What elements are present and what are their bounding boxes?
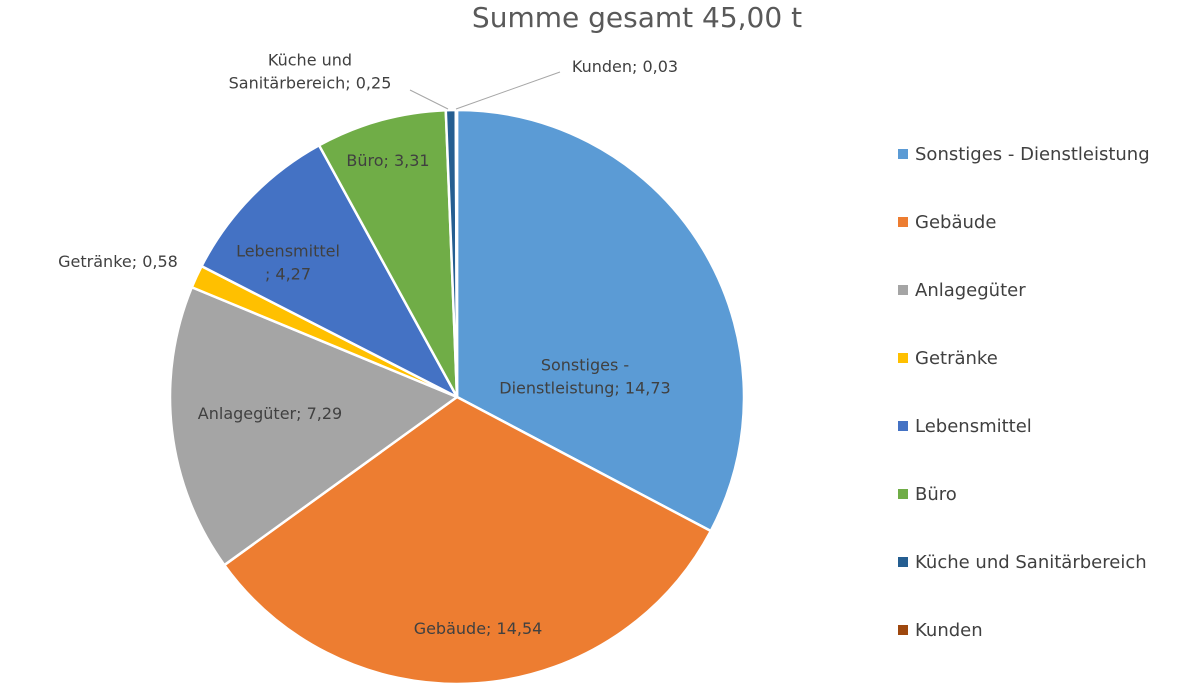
chart-legend: Sonstiges - Dienstleistung Gebäude Anlageg…: [898, 120, 1150, 664]
legend-label: Sonstiges - Dienstleistung: [915, 143, 1150, 165]
pie-slice-3: [168, 286, 459, 567]
legend-item-4: Getränke: [898, 324, 1150, 392]
chart-title: Summe gesamt 45,00 t: [471, 1, 803, 34]
data-label-line: Büro; 3,31: [346, 151, 429, 170]
legend-swatch: [898, 557, 908, 567]
legend-label: Lebensmittel: [915, 415, 1032, 437]
data-label-6: Büro; 3,31: [346, 151, 429, 170]
legend-label: Kunden: [915, 619, 983, 641]
legend-label: Anlagegüter: [915, 279, 1026, 301]
data-label-line: Küche und: [268, 51, 352, 70]
legend-label: Gebäude: [915, 211, 997, 233]
legend-swatch: [898, 149, 908, 159]
legend-label: Getränke: [915, 347, 998, 369]
legend-swatch: [898, 285, 908, 295]
legend-item-7: Küche und Sanitärbereich: [898, 528, 1150, 596]
pie-slice-5: [200, 144, 459, 399]
legend-item-1: Sonstiges - Dienstleistung: [898, 120, 1150, 188]
legend-item-8: Kunden: [898, 596, 1150, 664]
data-label-3: Anlagegüter; 7,29: [198, 404, 342, 423]
data-label-line: Anlagegüter; 7,29: [198, 404, 342, 423]
legend-swatch: [898, 625, 908, 635]
legend-swatch: [898, 353, 908, 363]
legend-label: Küche und Sanitärbereich: [915, 551, 1147, 573]
data-label-2: Gebäude; 14,54: [414, 619, 543, 638]
data-label-line: Kunden; 0,03: [572, 57, 678, 76]
legend-swatch: [898, 489, 908, 499]
pie-chart: Sonstiges - Dienstleistung; 14,73 Gebäude;…: [58, 51, 746, 684]
data-label-7: Küche und Sanitärbereich; 0,25: [229, 51, 392, 93]
leader-line-8: [455, 71, 561, 110]
pie-slice-1: [455, 108, 746, 533]
legend-item-2: Gebäude: [898, 188, 1150, 256]
legend-label: Büro: [915, 483, 957, 505]
data-label-5: Lebensmittel ; 4,27: [236, 242, 340, 284]
data-label-8: Kunden; 0,03: [572, 57, 678, 76]
legend-item-5: Lebensmittel: [898, 392, 1150, 460]
legend-item-3: Anlagegüter: [898, 256, 1150, 324]
leader-line-7: [409, 89, 449, 110]
pie-slice-6: [317, 108, 459, 399]
data-label-line: Getränke; 0,58: [58, 252, 178, 271]
data-label-1: Sonstiges - Dienstleistung; 14,73: [499, 356, 670, 398]
data-label-line: Gebäude; 14,54: [414, 619, 543, 638]
legend-swatch: [898, 217, 908, 227]
data-label-line: ; 4,27: [265, 265, 311, 284]
data-label-line: Lebensmittel: [236, 242, 340, 261]
data-label-line: Sanitärbereich; 0,25: [229, 74, 392, 93]
pie-slice-8: [454, 108, 459, 399]
data-label-line: Sonstiges -: [541, 356, 629, 375]
data-label-4: Getränke; 0,58: [58, 252, 178, 271]
data-label-line: Dienstleistung; 14,73: [499, 379, 670, 398]
legend-item-6: Büro: [898, 460, 1150, 528]
legend-swatch: [898, 421, 908, 431]
pie-slice-2: [223, 395, 713, 684]
